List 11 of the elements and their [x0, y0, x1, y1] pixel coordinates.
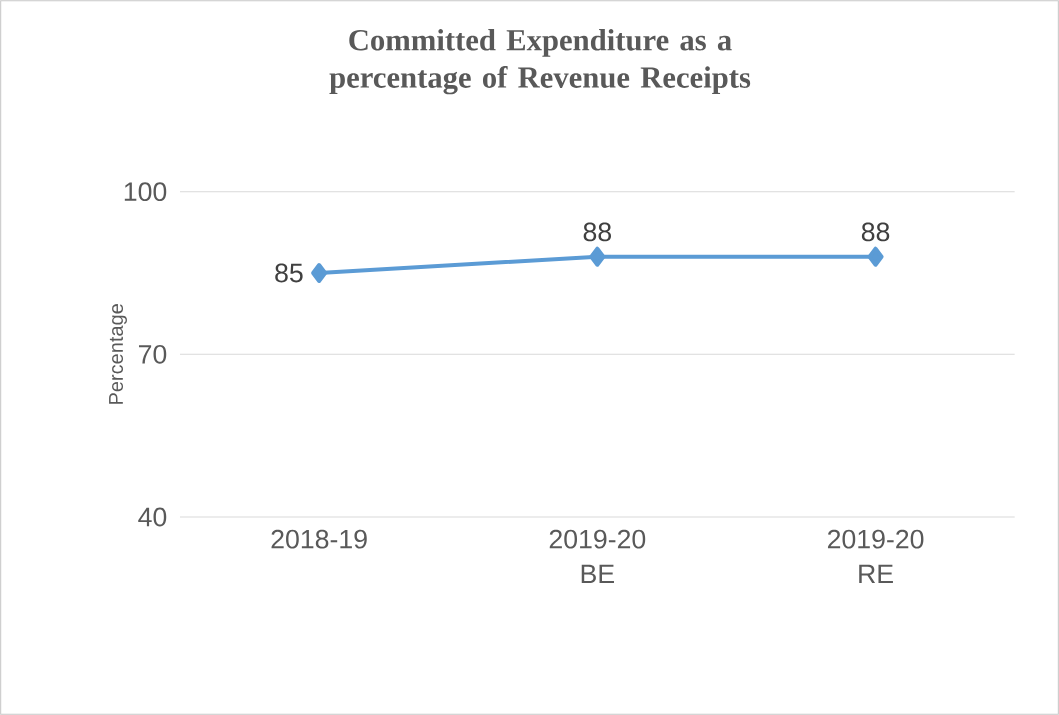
chart-title: Committed Expenditure as a percentage of Revenue Receipts: [329, 28, 751, 95]
data-label: 85: [275, 263, 303, 283]
data-label: 88: [861, 222, 890, 242]
y-tick-label: 100: [124, 182, 167, 202]
data-label: 88: [583, 222, 612, 242]
x-tick-label: 2019-20 BE: [549, 529, 646, 583]
y-axis-title: Percentage: [109, 304, 127, 404]
x-tick-label: 2019-20 RE: [827, 529, 924, 583]
y-tick-label: 70: [138, 344, 167, 364]
x-tick-label: 2018-19: [271, 529, 367, 549]
y-tick-label: 40: [138, 507, 167, 527]
